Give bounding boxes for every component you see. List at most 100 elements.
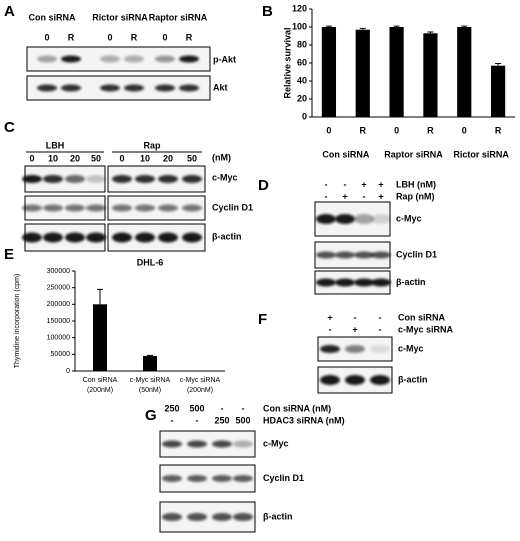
blot-band — [354, 251, 374, 259]
lane-label: 10 — [48, 153, 58, 163]
y-tick-label: 50000 — [51, 351, 71, 358]
blot-band — [61, 55, 81, 63]
y-axis-label: Thymidine incorporation (cpm) — [14, 274, 21, 369]
y-tick-label: 200000 — [47, 301, 70, 308]
group-label: Con siRNA — [322, 149, 370, 159]
treatment-sign: - — [171, 415, 174, 425]
blot-label: c-Myc — [263, 438, 289, 448]
blot-band — [22, 232, 42, 243]
blot-band — [155, 84, 175, 92]
x-tick-note: (200nM) — [187, 387, 213, 394]
bar — [490, 65, 506, 117]
y-tick-label: 100000 — [47, 335, 70, 342]
group-label: Raptor siRNA — [149, 12, 208, 22]
treatment-label: Con siRNA — [398, 312, 446, 322]
panel-letter: G — [145, 407, 157, 424]
blot-band — [43, 232, 63, 243]
y-tick-label: 120 — [292, 3, 307, 13]
blot-label: Cyclin D1 — [212, 202, 253, 212]
blot-band — [86, 175, 106, 183]
panel-letter: E — [4, 246, 14, 263]
lane-label: R — [131, 32, 138, 42]
lane-label: 20 — [70, 153, 80, 163]
blot-band — [182, 204, 202, 212]
blot-band — [182, 232, 202, 243]
y-tick-label: 0 — [66, 368, 70, 375]
x-tick-label: Con siRNA — [83, 377, 118, 384]
treatment-sign: + — [352, 324, 357, 334]
lane-label: 20 — [163, 153, 173, 163]
unit-label: (nM) — [212, 152, 231, 162]
blot-band — [335, 251, 355, 259]
blot-band — [43, 175, 63, 183]
lane-label: R — [186, 32, 193, 42]
lane-label: R — [68, 32, 75, 42]
blot-band — [370, 345, 390, 353]
bar — [457, 27, 472, 117]
treatment-label: LBH (nM) — [396, 179, 436, 189]
treatment-sign: + — [342, 191, 347, 201]
bar — [355, 29, 370, 118]
blot-band — [371, 214, 391, 224]
blot-band — [65, 232, 85, 243]
panel-letter: D — [258, 177, 269, 194]
x-tick-label: R — [495, 125, 502, 135]
error-bar — [427, 31, 434, 34]
blot-label: β-actin — [212, 231, 242, 241]
lane-label: 10 — [140, 153, 150, 163]
blot-band — [345, 345, 365, 353]
treatment-sign: - — [354, 312, 357, 322]
blot-band — [112, 232, 132, 243]
y-tick-label: 40 — [297, 75, 307, 85]
treatment-sign: - — [379, 324, 382, 334]
lane-label: 0 — [44, 32, 49, 42]
treatment-sign: + — [378, 191, 383, 201]
treatment-sign: 250 — [214, 415, 229, 425]
group-label: Rap — [143, 140, 161, 150]
x-tick-note: (200nM) — [87, 387, 113, 394]
blot-band — [354, 214, 374, 224]
x-tick-label: 0 — [462, 125, 467, 135]
blot-band — [320, 345, 340, 353]
y-tick-label: 150000 — [47, 318, 70, 325]
treatment-sign: + — [361, 179, 366, 189]
blot-band — [100, 55, 120, 63]
blot-band — [86, 204, 106, 212]
lane-label: 0 — [29, 153, 34, 163]
blot-band — [233, 475, 253, 482]
x-tick-label: c-Myc siRNA — [130, 377, 171, 384]
group-label: Rictor siRNA — [453, 149, 509, 159]
y-tick-label: 80 — [297, 39, 307, 49]
y-tick-label: 100 — [292, 21, 307, 31]
treatment-sign: + — [327, 312, 332, 322]
blot-band — [212, 440, 232, 448]
blot-band — [155, 55, 175, 63]
y-tick-label: 20 — [297, 93, 307, 103]
blot-band — [37, 55, 57, 63]
blot-label: c-Myc — [212, 172, 238, 182]
lane-label: 0 — [162, 32, 167, 42]
blot-band — [43, 204, 63, 212]
blot-band — [61, 84, 81, 92]
bar — [93, 304, 107, 371]
blot-label: Cyclin D1 — [263, 473, 304, 483]
blot-band — [179, 84, 199, 92]
blot-label: c-Myc — [398, 343, 424, 353]
blot-band — [65, 175, 85, 183]
blot-label: c-Myc — [396, 213, 422, 223]
y-tick-label: 0 — [302, 111, 307, 121]
group-label: Con siRNA — [29, 12, 77, 22]
error-bar — [97, 288, 103, 305]
x-tick-label: R — [427, 125, 434, 135]
blot-band — [162, 513, 182, 521]
bar — [423, 33, 438, 117]
treatment-sign: - — [325, 191, 328, 201]
lane-label: 0 — [119, 153, 124, 163]
group-label: Rictor siRNA — [92, 12, 148, 22]
blot-band — [124, 55, 144, 63]
blot-label: Cyclin D1 — [396, 249, 437, 259]
lane-label: 50 — [91, 153, 101, 163]
x-tick-label: c-Myc siRNA — [180, 377, 221, 384]
bar — [321, 27, 337, 117]
blot-band — [182, 175, 202, 183]
